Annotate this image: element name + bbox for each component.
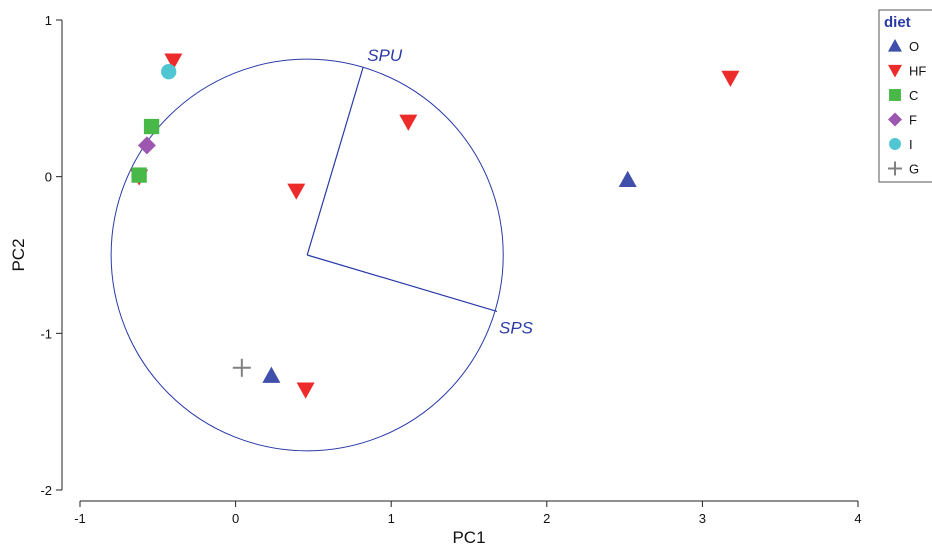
loading-vector-sps — [307, 254, 498, 312]
data-point-hf — [164, 53, 183, 70]
x-tick-label: 0 — [232, 511, 239, 526]
axes: -1 0 1 2 3 4 -2 -1 0 1 PC1 PC2 — [9, 13, 862, 547]
data-point-hf — [399, 114, 418, 131]
legend-marker-g — [888, 161, 902, 176]
data-point-c — [131, 167, 147, 183]
x-tick-label: 2 — [543, 511, 550, 526]
legend-box — [878, 9, 932, 183]
data-point-hf — [721, 70, 740, 87]
y-ticks: -2 -1 0 1 — [40, 13, 62, 498]
y-tick-label: -2 — [40, 483, 52, 498]
loading-vector-label: SPS — [499, 318, 534, 337]
data-point-g — [232, 358, 251, 377]
legend-label: I — [909, 137, 913, 152]
legend-label: HF — [909, 64, 926, 79]
x-tick-label: -1 — [74, 511, 86, 526]
data-point-f — [137, 136, 156, 155]
data-point-hf — [296, 382, 315, 399]
y-tick-label: 1 — [45, 13, 52, 28]
correlation-circle — [110, 58, 504, 452]
legend-label: O — [909, 39, 919, 54]
legend-label: G — [909, 162, 919, 177]
legend-marker-hf — [888, 64, 902, 78]
loading-overlay: SPU SPS — [110, 46, 534, 452]
legend-marker-c — [889, 89, 901, 101]
y-axis-label: PC2 — [9, 238, 28, 271]
data-point-o — [262, 366, 281, 383]
data-point-c — [143, 118, 160, 135]
legend-label: C — [909, 88, 918, 103]
x-tick-label: 4 — [854, 511, 861, 526]
loading-vector-spu — [306, 66, 364, 256]
loading-vector-label: SPU — [367, 46, 403, 65]
data-point-hf — [287, 183, 306, 200]
data-point-i — [161, 64, 177, 80]
x-axis-label: PC1 — [452, 528, 485, 547]
x-ticks: -1 0 1 2 3 4 — [74, 501, 862, 526]
y-tick-label: 0 — [45, 170, 52, 185]
legend-marker-o — [888, 39, 902, 52]
legend-marker-f — [888, 112, 902, 127]
x-tick-label: 3 — [699, 511, 706, 526]
legend-label: F — [909, 113, 917, 128]
legend-title: diet — [884, 14, 911, 31]
x-tick-label: 1 — [388, 511, 395, 526]
legend-marker-i — [889, 138, 901, 150]
y-tick-label: -1 — [40, 326, 52, 341]
data-points — [130, 53, 740, 399]
data-point-o — [618, 170, 637, 187]
